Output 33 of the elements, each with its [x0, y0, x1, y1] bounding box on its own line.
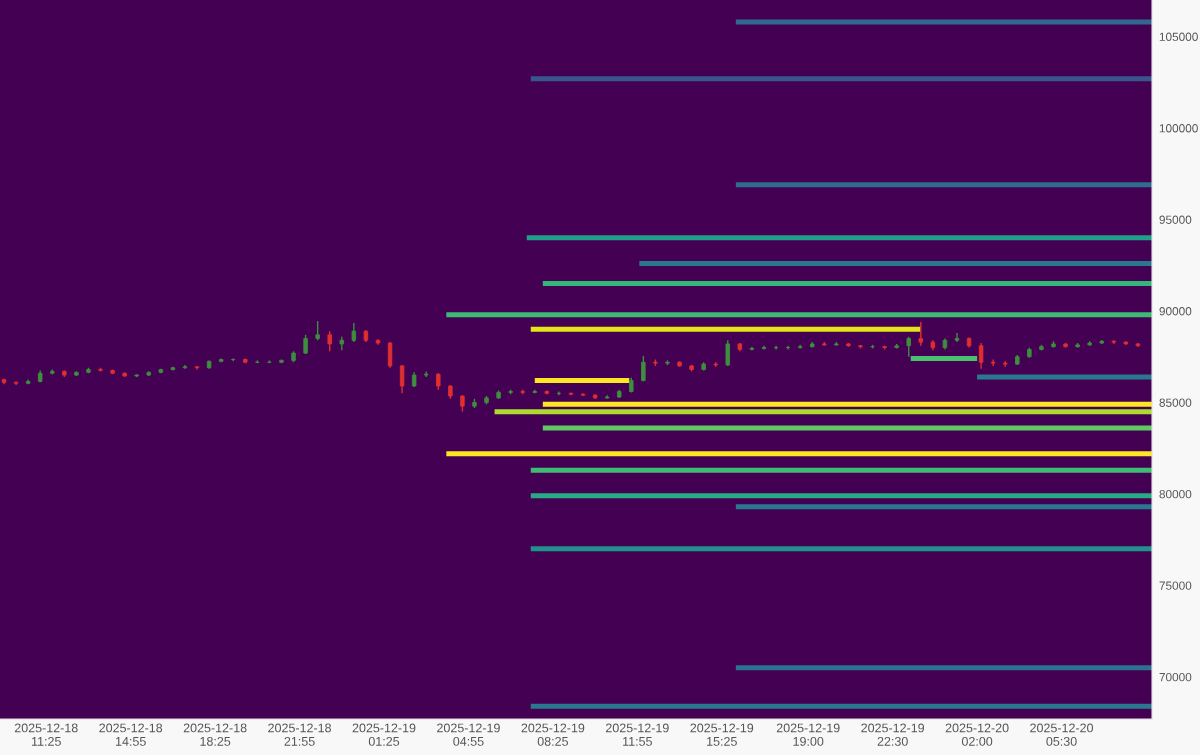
- candlestick: [315, 320, 320, 341]
- x-tick-label: 2025-12-20 02:00: [945, 723, 1009, 746]
- x-tick-label: 2025-12-18 18:25: [183, 723, 247, 746]
- x-tick-label: 2025-12-19 08:25: [521, 723, 585, 746]
- y-tick-label: 100000: [1159, 124, 1198, 133]
- y-tick-label: 90000: [1159, 307, 1192, 316]
- candlestick: [978, 342, 984, 370]
- y-tick-label: 85000: [1159, 398, 1192, 407]
- candlestick: [327, 330, 332, 352]
- y-tick-label: 80000: [1159, 490, 1192, 499]
- y-tick-label: 95000: [1159, 215, 1192, 224]
- y-tick-label: 75000: [1159, 581, 1192, 590]
- candlestick: [918, 321, 924, 347]
- candlestick: [387, 341, 393, 369]
- candlestick: [399, 364, 405, 395]
- x-tick-label: 2025-12-18 11:25: [14, 723, 78, 746]
- x-tick-label: 2025-12-18 14:55: [99, 723, 163, 746]
- x-tick-label: 2025-12-18 21:55: [268, 723, 331, 746]
- x-tick-label: 2025-12-19 15:25: [690, 723, 754, 746]
- x-tick-label: 2025-12-19 04:55: [437, 723, 500, 746]
- candlestick: [906, 335, 911, 358]
- x-tick-label: 2025-12-20 05:30: [1030, 723, 1094, 746]
- candlestick: [641, 355, 646, 383]
- candlestick: [725, 339, 731, 367]
- y-tick-label: 70000: [1159, 672, 1192, 682]
- candlestick: [351, 322, 357, 343]
- x-tick-label: 2025-12-19 22:30: [861, 723, 925, 746]
- x-tick-label: 2025-12-19 11:55: [605, 723, 669, 746]
- candlestick: [990, 358, 996, 367]
- candlestick: [954, 332, 960, 343]
- x-tick-label: 2025-12-19 01:25: [352, 723, 416, 746]
- y-tick-label: 105000: [1159, 32, 1198, 41]
- x-tick-label: 2025-12-19 19:00: [776, 723, 840, 746]
